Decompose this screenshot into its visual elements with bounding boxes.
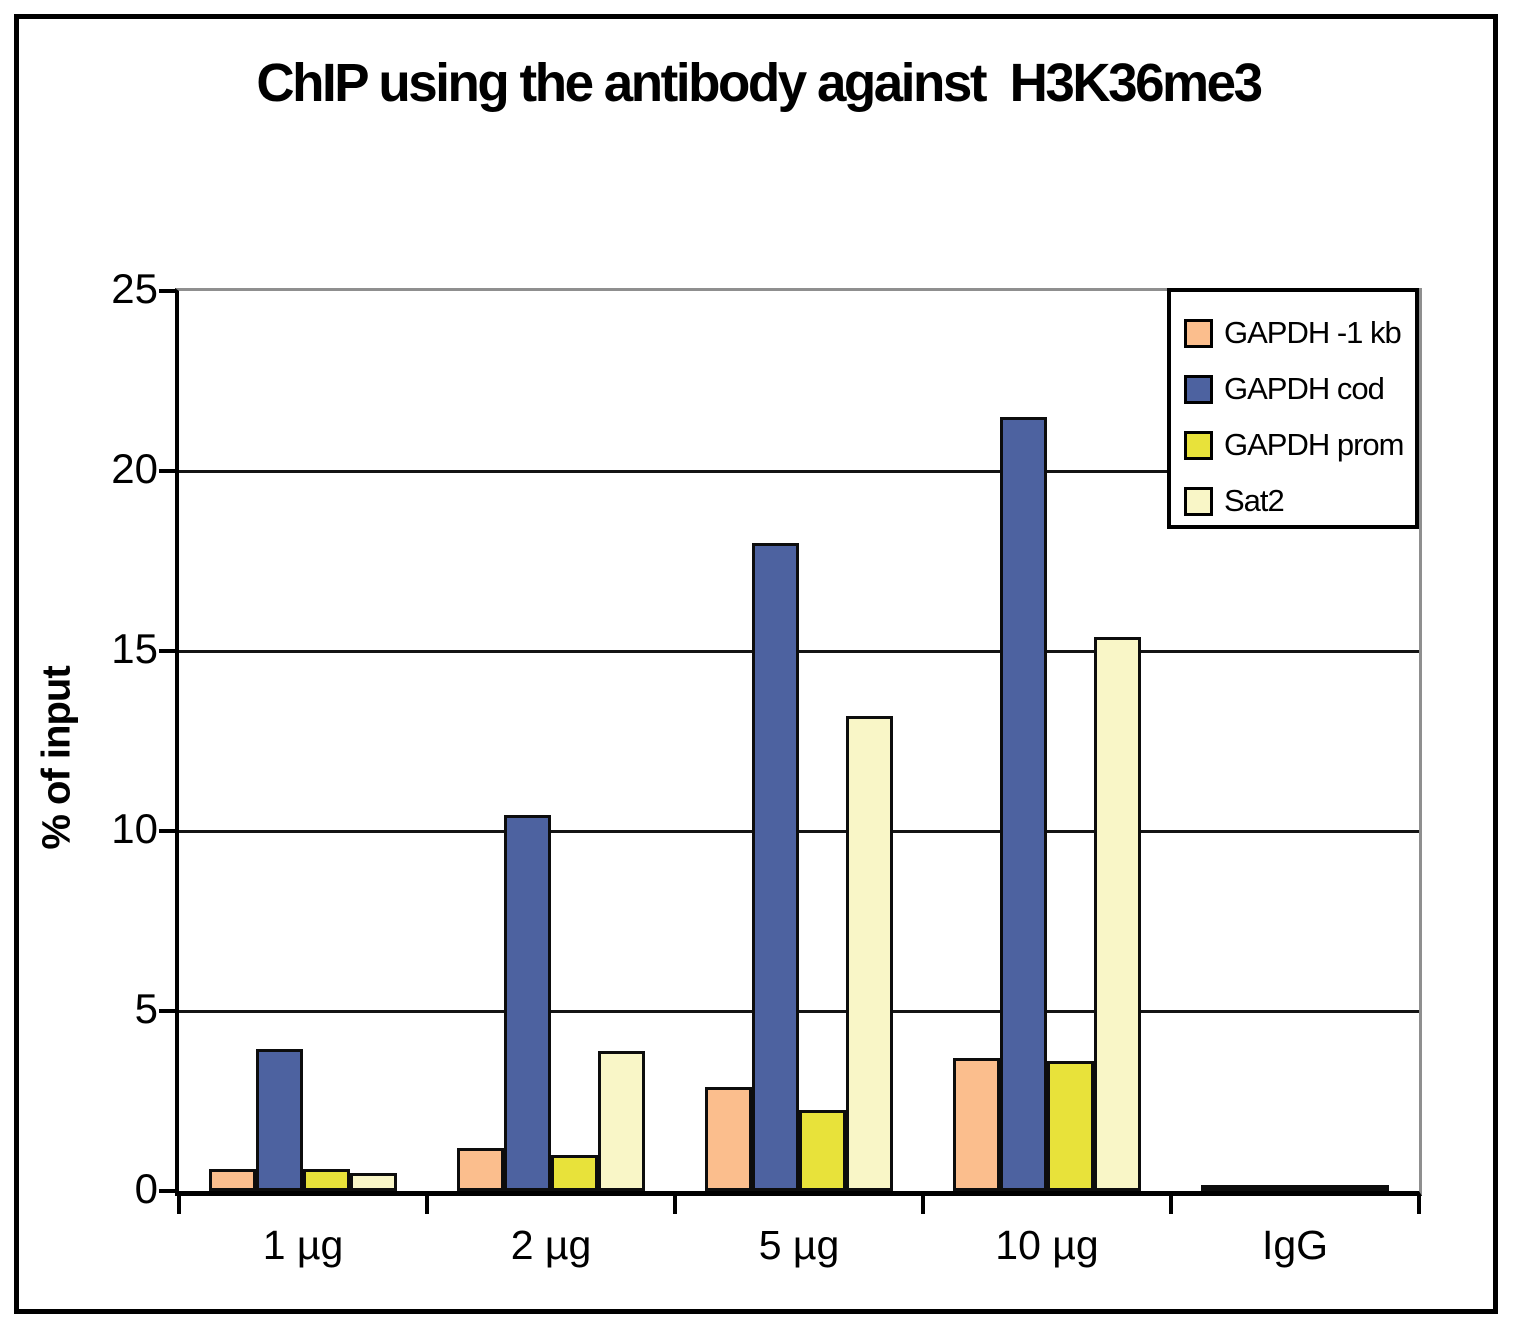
y-axis-tick-label: 5 bbox=[134, 985, 158, 1032]
gridline bbox=[179, 469, 1419, 473]
y-axis-tick-label: 0 bbox=[134, 1165, 158, 1212]
x-axis-tick bbox=[1417, 1196, 1421, 1214]
legend-swatch bbox=[1184, 374, 1213, 404]
bar-sat2 bbox=[598, 1050, 645, 1191]
legend-item-label: GAPDH -1 kb bbox=[1224, 315, 1402, 350]
y-axis-tick-label: 20 bbox=[111, 445, 158, 492]
x-axis-labels: 1 µg 2 µg 5 µg 10 µg IgG bbox=[179, 1222, 1419, 1278]
x-axis-tick bbox=[1169, 1196, 1173, 1214]
y-axis-tick bbox=[159, 649, 176, 653]
y-axis-tick bbox=[159, 1189, 176, 1193]
page-title: ChIP using the antibody against H3K36me3 bbox=[256, 53, 1263, 113]
legend-swatch bbox=[1184, 430, 1213, 460]
x-axis-category-label: 2 µg bbox=[510, 1222, 592, 1268]
legend: GAPDH -1 kb GAPDH cod GAPDH prom Sat2 bbox=[1167, 288, 1419, 529]
bar-gapdh-cod bbox=[752, 543, 799, 1191]
legend-swatch bbox=[1184, 318, 1213, 348]
gridline bbox=[179, 829, 1419, 833]
legend-swatch bbox=[1184, 486, 1213, 516]
x-axis-category-label: 5 µg bbox=[758, 1222, 840, 1268]
bar-gapdh-1-kb bbox=[1201, 1185, 1248, 1191]
bar-gapdh-cod bbox=[1000, 417, 1047, 1191]
gridline bbox=[179, 649, 1419, 653]
y-axis-tick bbox=[159, 289, 176, 293]
x-axis-tick bbox=[921, 1196, 925, 1214]
x-axis-category-label: 1 µg bbox=[262, 1222, 344, 1268]
legend-item-label: GAPDH cod bbox=[1224, 371, 1385, 406]
bar-gapdh-prom bbox=[1047, 1061, 1094, 1191]
bar-gapdh-prom bbox=[1295, 1185, 1342, 1191]
y-axis-tick-label: 25 bbox=[111, 265, 158, 312]
x-axis-category-label: 10 µg bbox=[995, 1222, 1099, 1268]
bar-gapdh-cod bbox=[504, 814, 551, 1191]
y-axis-tick-label: 15 bbox=[111, 625, 158, 672]
bar-sat2 bbox=[350, 1173, 397, 1191]
bar-gapdh-cod bbox=[256, 1048, 303, 1191]
y-axis-tick bbox=[159, 1009, 176, 1013]
y-axis-tick-label: 10 bbox=[111, 805, 158, 852]
bar-gapdh-cod bbox=[1248, 1185, 1295, 1191]
bar-gapdh-prom bbox=[303, 1169, 350, 1191]
legend-item: GAPDH cod bbox=[1184, 361, 1415, 417]
legend-item: Sat2 bbox=[1184, 473, 1415, 529]
x-axis-category-label: IgG bbox=[1261, 1222, 1329, 1268]
y-axis-tick bbox=[159, 469, 176, 473]
bar-gapdh-1-kb bbox=[209, 1169, 256, 1191]
bar-gapdh-prom bbox=[551, 1155, 598, 1191]
gridline bbox=[179, 1009, 1419, 1013]
x-axis-tick bbox=[425, 1196, 429, 1214]
bar-gapdh-1-kb bbox=[457, 1147, 504, 1191]
bar-gapdh-prom bbox=[799, 1110, 846, 1191]
x-axis-tick bbox=[177, 1196, 181, 1214]
legend-item: GAPDH -1 kb bbox=[1184, 305, 1415, 361]
y-axis-tick-labels: 0 5 10 15 20 25 bbox=[0, 265, 158, 1212]
bar-sat2 bbox=[1094, 636, 1141, 1191]
legend-item-label: Sat2 bbox=[1224, 483, 1285, 518]
bar-sat2 bbox=[1342, 1185, 1389, 1191]
bar-gapdh-1-kb bbox=[705, 1086, 752, 1191]
bar-sat2 bbox=[846, 715, 893, 1191]
bar-gapdh-1-kb bbox=[953, 1057, 1000, 1191]
legend-item-label: GAPDH prom bbox=[1224, 427, 1404, 462]
y-axis-tick bbox=[159, 829, 176, 833]
x-axis-tick bbox=[673, 1196, 677, 1214]
legend-item: GAPDH prom bbox=[1184, 417, 1415, 473]
